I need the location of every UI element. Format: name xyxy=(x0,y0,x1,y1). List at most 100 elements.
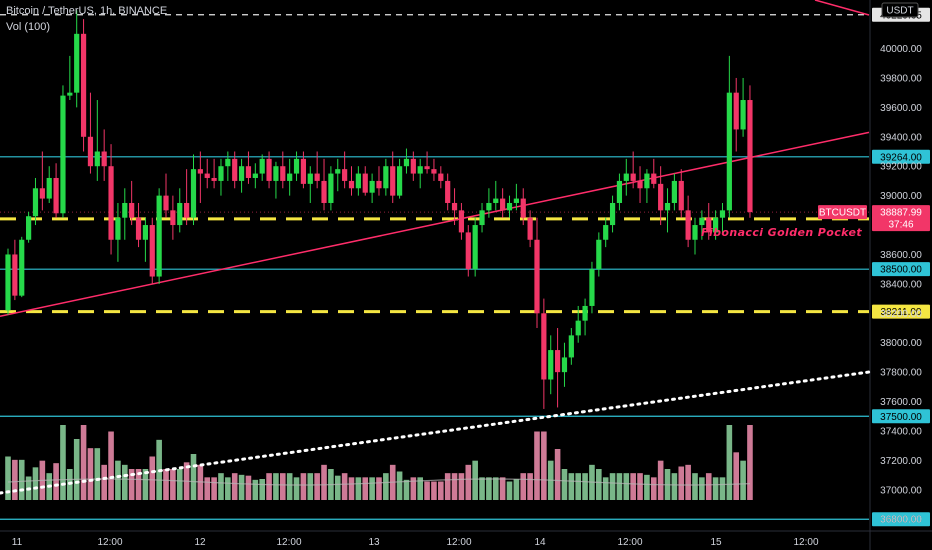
volume-bar xyxy=(596,469,602,500)
volume-bar xyxy=(747,425,753,500)
candle-body xyxy=(410,158,416,174)
rising-trend-line xyxy=(0,131,870,317)
volume-bar xyxy=(314,473,320,500)
volume-bar xyxy=(699,477,705,500)
candle-body xyxy=(5,254,11,311)
volume-bar xyxy=(534,431,540,500)
volume-bar xyxy=(142,469,149,500)
volume-bar xyxy=(355,477,362,500)
candle-body xyxy=(726,92,732,211)
candle-body xyxy=(678,180,684,211)
candle-body xyxy=(163,195,169,211)
volume-bar xyxy=(609,473,616,500)
candle-body xyxy=(747,100,753,213)
y-axis-tick-label: 39200.00 xyxy=(880,162,922,173)
level-price-tag xyxy=(872,512,930,527)
volume-bar xyxy=(692,473,698,500)
volume-bar xyxy=(286,473,293,500)
volume-bar xyxy=(705,473,712,500)
level-price-tag xyxy=(872,409,930,424)
y-axis-tick-label: 37800.00 xyxy=(880,368,922,379)
level-price-tag xyxy=(872,304,930,319)
candle-body xyxy=(500,198,506,211)
level-price-label: 36800.00 xyxy=(880,515,922,526)
symbol-tag xyxy=(818,205,867,220)
candle-body xyxy=(67,92,73,96)
candle-body xyxy=(12,254,18,296)
volume-bar xyxy=(149,456,156,500)
candle-body xyxy=(417,166,423,174)
volume-bar xyxy=(499,477,506,500)
candle-body xyxy=(609,202,616,226)
candle-body xyxy=(486,202,492,211)
volume-bar xyxy=(740,460,746,500)
candle-body xyxy=(101,151,107,167)
candle-body xyxy=(445,180,451,203)
candle-body xyxy=(568,335,574,358)
volume-bar xyxy=(403,479,410,500)
volume-bar xyxy=(383,473,389,500)
candle-body xyxy=(390,166,396,196)
candle-body xyxy=(451,202,458,211)
candle-body xyxy=(115,217,121,240)
volume-bar xyxy=(719,477,726,500)
x-axis-tick-label: 12:00 xyxy=(97,537,122,548)
candle-body xyxy=(232,158,238,181)
candle-body xyxy=(32,188,39,217)
volume-bar xyxy=(431,481,437,500)
candle-body xyxy=(479,210,485,226)
bar-countdown-label: 37:46 xyxy=(888,220,913,231)
volume-bar xyxy=(506,481,513,500)
candle-body xyxy=(19,239,25,296)
candle-body xyxy=(376,180,382,189)
candle-body xyxy=(314,173,320,181)
volume-bar xyxy=(334,475,341,500)
y-axis-tick-label: 37400.00 xyxy=(880,426,922,437)
volume-bar xyxy=(376,477,382,500)
volume-bar xyxy=(726,425,733,500)
candle-body xyxy=(156,195,162,277)
candle-body xyxy=(74,33,80,93)
volume-bar xyxy=(128,469,135,500)
candle-body xyxy=(39,188,45,199)
candle-body xyxy=(424,166,430,170)
volume-bar xyxy=(321,464,327,500)
candle-body xyxy=(582,305,588,321)
volume-bar xyxy=(293,477,300,500)
y-axis-tick-label: 38000.00 xyxy=(880,338,922,349)
candle-body xyxy=(431,169,437,174)
volume-bar xyxy=(176,469,183,500)
candle-body xyxy=(733,92,739,130)
volume-bar xyxy=(451,473,458,500)
candle-body xyxy=(245,166,252,178)
candle-body xyxy=(46,177,52,199)
candle-body xyxy=(135,217,142,240)
candle-body xyxy=(465,232,471,270)
volume-bar xyxy=(650,477,657,500)
volume-bar xyxy=(458,473,465,500)
candle-body xyxy=(225,158,231,167)
volume-bar xyxy=(527,473,533,500)
volume-bar xyxy=(637,473,643,500)
candle-body xyxy=(355,173,361,189)
volume-bar xyxy=(479,477,485,500)
candle-body xyxy=(26,216,32,240)
volume-bar xyxy=(644,474,650,500)
volume-bar xyxy=(135,469,142,500)
candle-body xyxy=(713,217,719,233)
volume-bar xyxy=(410,477,417,500)
volume-bar xyxy=(231,473,238,500)
volume-bar xyxy=(513,479,520,500)
candle-body xyxy=(149,225,155,277)
volume-bar xyxy=(307,473,314,500)
candle-body xyxy=(122,202,128,218)
currency-tag[interactable] xyxy=(881,2,919,18)
candle-body xyxy=(575,320,581,336)
y-axis-tick-label: 39000.00 xyxy=(880,191,922,202)
volume-bar xyxy=(396,471,403,500)
candle-body xyxy=(493,198,499,203)
candle-body xyxy=(438,173,444,181)
candle-body xyxy=(603,225,609,240)
upper-trend-line xyxy=(814,0,870,16)
